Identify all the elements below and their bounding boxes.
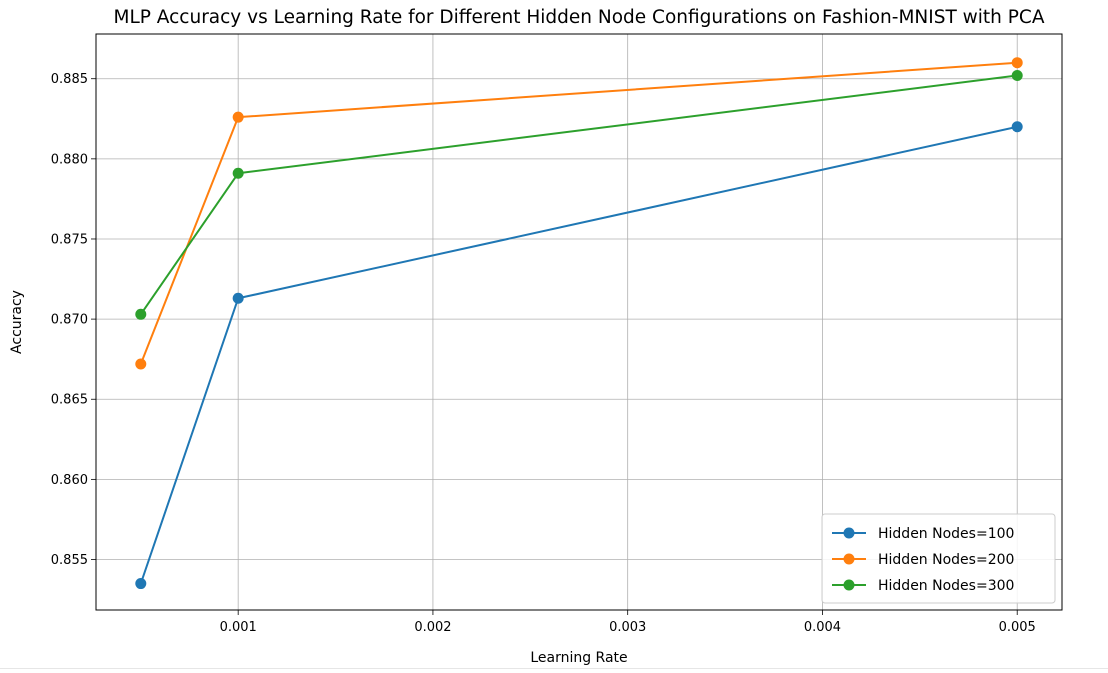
- legend-swatch-marker: [843, 527, 855, 539]
- x-tick-label: 0.003: [609, 620, 646, 635]
- legend-swatch-marker: [843, 553, 855, 565]
- x-tick-label: 0.005: [999, 620, 1036, 635]
- legend-label: Hidden Nodes=300: [878, 578, 1014, 594]
- chart-title: MLP Accuracy vs Learning Rate for Differ…: [113, 7, 1044, 28]
- series-line: [135, 121, 1023, 590]
- legend: Hidden Nodes=100 Hidden Nodes=200 Hidden N…: [821, 513, 1056, 604]
- data-point: [135, 358, 147, 370]
- legend-label: Hidden Nodes=100: [878, 526, 1014, 542]
- series-layer: [135, 57, 1023, 590]
- y-tick-label: 0.860: [51, 473, 88, 488]
- x-axis-label: Learning Rate: [530, 650, 627, 666]
- grid: [96, 34, 1062, 610]
- data-point: [135, 308, 147, 320]
- x-tick-label: 0.002: [414, 620, 451, 635]
- y-tick-label: 0.865: [51, 393, 88, 408]
- data-point: [232, 111, 244, 123]
- x-tick-label: 0.004: [804, 620, 841, 635]
- divider: [0, 668, 1108, 669]
- series-line: [135, 70, 1023, 320]
- y-tick-label: 0.880: [51, 152, 88, 167]
- data-point: [232, 167, 244, 179]
- legend-item: Hidden Nodes=200: [832, 552, 1014, 568]
- data-point: [1011, 121, 1023, 133]
- data-point: [135, 578, 147, 590]
- series-line: [135, 57, 1023, 370]
- x-tick-label: 0.001: [220, 620, 257, 635]
- legend-item: Hidden Nodes=300: [832, 578, 1014, 594]
- y-tick-label: 0.885: [51, 72, 88, 87]
- data-point: [232, 292, 244, 304]
- axis-ticks: 0.001 0.002 0.003 0.004 0.005 0.855 0.860 0.865…: [51, 72, 1036, 635]
- series-path: [139, 74, 1018, 315]
- legend-swatch-marker: [843, 579, 855, 591]
- y-axis-label: Accuracy: [9, 290, 25, 354]
- legend-label: Hidden Nodes=200: [878, 552, 1014, 568]
- y-tick-label: 0.875: [51, 232, 88, 247]
- legend-box: [821, 513, 1056, 604]
- y-tick-label: 0.855: [51, 553, 88, 568]
- legend-item: Hidden Nodes=100: [832, 526, 1014, 542]
- data-point: [1011, 70, 1023, 82]
- plot-frame: [95, 33, 1063, 611]
- y-tick-label: 0.870: [51, 313, 88, 328]
- data-point: [1011, 57, 1023, 69]
